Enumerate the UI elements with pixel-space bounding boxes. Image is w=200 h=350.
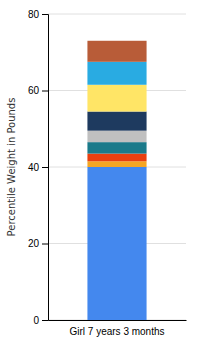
y-tick-label: 80 bbox=[28, 9, 40, 20]
x-axis-line bbox=[49, 320, 187, 321]
y-tick-label: 40 bbox=[28, 162, 40, 173]
x-tick-label: Girl 7 years 3 months bbox=[69, 326, 164, 337]
y-tick-mark bbox=[42, 167, 48, 168]
y-tick-mark bbox=[42, 320, 48, 321]
bars bbox=[87, 41, 146, 320]
y-tick-label: 60 bbox=[28, 85, 40, 96]
x-tick: Girl 7 years 3 months bbox=[69, 326, 164, 337]
bar-segment bbox=[87, 62, 146, 85]
y-tick-mark bbox=[42, 14, 48, 15]
y-tick: 0 bbox=[33, 315, 48, 326]
y-tick-label: 0 bbox=[33, 315, 39, 326]
y-axis-title: Percentile Weight in Pounds bbox=[6, 98, 17, 237]
plot: 0 20 40 60 80 Girl 7 years 3 months bbox=[28, 9, 187, 337]
grid-line bbox=[48, 14, 186, 15]
bar-segment bbox=[87, 161, 146, 167]
grid bbox=[48, 14, 186, 320]
y-axis-line bbox=[42, 15, 49, 321]
y-axis: 0 20 40 60 80 bbox=[28, 9, 49, 326]
y-tick: 40 bbox=[28, 162, 48, 173]
bar-segment bbox=[87, 154, 146, 162]
x-axis: Girl 7 years 3 months bbox=[49, 321, 187, 338]
bar-segment bbox=[87, 112, 146, 131]
y-tick-label: 20 bbox=[28, 238, 40, 249]
y-tick: 60 bbox=[28, 85, 48, 96]
bar-segment bbox=[87, 41, 146, 62]
bar-segment bbox=[87, 85, 146, 112]
bar-segment bbox=[87, 131, 146, 142]
y-tick: 80 bbox=[28, 9, 48, 20]
bar-segment bbox=[87, 167, 146, 320]
chart: 0 20 40 60 80 Girl 7 years 3 months Percentile… bbox=[0, 0, 200, 350]
bar-segment bbox=[87, 142, 146, 153]
y-tick: 20 bbox=[28, 238, 48, 249]
y-tick-mark bbox=[42, 91, 48, 92]
y-tick-mark bbox=[42, 244, 48, 245]
